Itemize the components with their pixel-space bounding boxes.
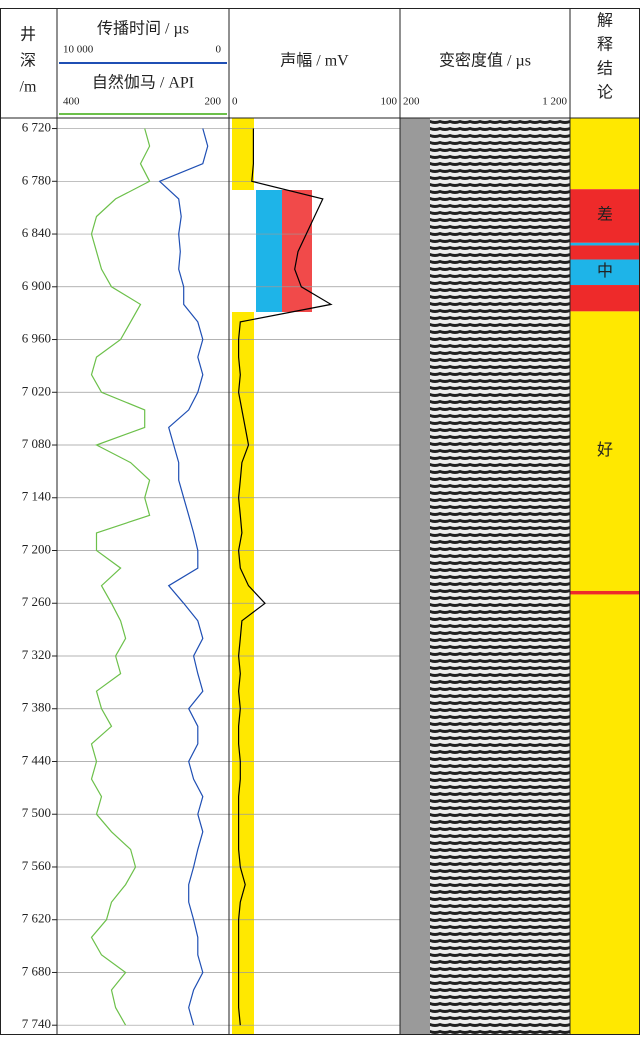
poor-fill [282,190,312,312]
x-tick-label: 400 [63,96,80,108]
y-tick-label: 7 380 [22,700,51,715]
well-log: 井深/m 6 720 6 780 6 840 6 900 6 960 7 020 7 080 7… [0,0,640,1038]
y-tick-label: 7 560 [22,858,51,873]
track-title: 声幅 / mV [280,52,349,70]
vdl-early [400,118,430,1034]
y-tick-label: 7 200 [22,541,51,556]
track-title: 论 [597,84,613,102]
depth-title: 井 [20,26,36,44]
legend-label: 传播时间 / µs [97,20,189,38]
y-tick-label: 6 780 [22,172,51,187]
zone [571,285,640,311]
y-tick-label: 7 020 [22,383,51,398]
track-title: 变密度值 / µs [439,52,531,70]
partial-fill [256,190,282,312]
legend-label: 自然伽马 / API [92,74,194,92]
x-tick-label: 200 [205,96,222,108]
zone-label: 差 [597,206,613,224]
x-tick-label: 0 [216,44,222,56]
y-tick-label: 7 740 [22,1016,51,1031]
zone [571,594,640,1034]
cement-fill [232,312,254,1034]
x-tick-label: 100 [381,96,398,108]
y-tick-label: 7 620 [22,911,51,926]
x-tick-label: 200 [403,96,420,108]
y-tick-label: 6 720 [22,120,51,135]
zone [571,243,640,246]
y-tick-label: 6 840 [22,225,51,240]
backdrop [232,118,570,1034]
y-tick-label: 7 440 [22,752,51,767]
x-tick-label: 1 200 [542,96,567,108]
zone-label: 中 [597,262,613,280]
x-tick-label: 0 [232,96,238,108]
y-tick-label: 7 140 [22,489,51,504]
track-title: 释 [597,36,613,54]
y-tick-label: 6 960 [22,331,51,346]
zone [571,245,640,259]
zone-label: 好 [597,441,613,459]
depth-title: /m [20,79,37,96]
track-title: 解 [597,12,613,30]
zone [571,591,640,595]
y-tick-label: 7 260 [22,594,51,609]
y-tick-label: 7 080 [22,436,51,451]
y-tick-label: 7 320 [22,647,51,662]
y-tick-label: 7 500 [22,805,51,820]
page: {"chart_data": {"type": "well-log", "dep… [0,0,640,1038]
track-title: 结 [597,60,613,78]
curve [160,129,208,1026]
y-tick-label: 7 680 [22,963,51,978]
zone [571,118,640,189]
depth-title: 深 [20,52,36,70]
x-tick-label: 10 000 [63,44,94,56]
curve [92,129,150,1026]
y-tick-label: 6 900 [22,278,51,293]
